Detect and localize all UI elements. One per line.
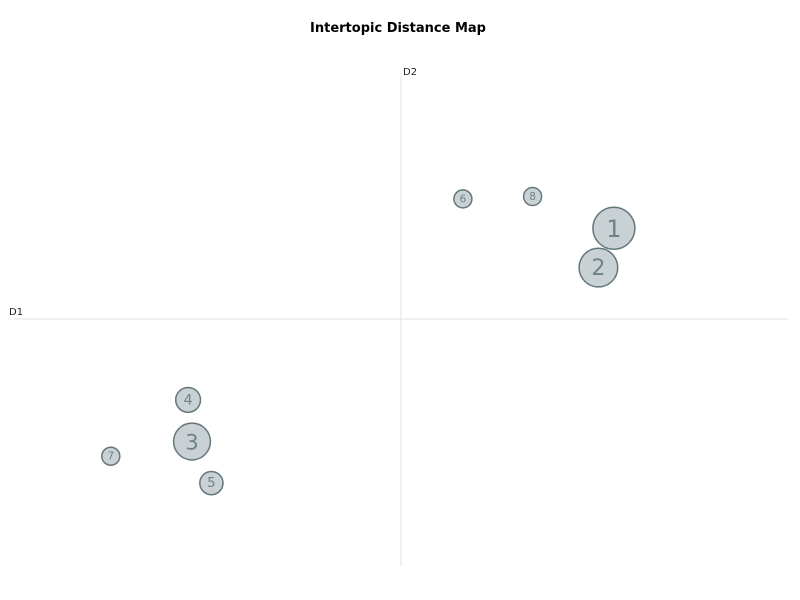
topic-circle-8[interactable] xyxy=(522,186,543,207)
topic-bubble-5[interactable]: 5 xyxy=(199,470,224,496)
topic-circle-4[interactable] xyxy=(174,386,202,414)
topic-bubble-4[interactable]: 4 xyxy=(174,386,202,414)
topic-circle-5[interactable] xyxy=(199,470,224,496)
topic-circle-3[interactable] xyxy=(172,422,212,461)
topic-label-7: 7 xyxy=(108,451,115,463)
topic-bubble-6[interactable]: 6 xyxy=(453,189,473,209)
topic-circle-2[interactable] xyxy=(578,247,619,288)
topic-label-1: 1 xyxy=(606,215,621,243)
d2-axis-label: D2 xyxy=(403,67,417,78)
topic-label-4: 4 xyxy=(184,392,193,408)
topic-circle-7[interactable] xyxy=(101,446,121,466)
topic-circle-6[interactable] xyxy=(453,189,473,209)
chart-title: Intertopic Distance Map xyxy=(310,21,486,36)
topic-label-6: 6 xyxy=(460,193,467,205)
topic-bubble-2[interactable]: 2 xyxy=(578,247,619,288)
topic-label-8: 8 xyxy=(529,191,536,203)
topic-bubble-1[interactable]: 1 xyxy=(592,206,636,251)
topic-bubble-8[interactable]: 8 xyxy=(522,186,543,207)
topic-label-5: 5 xyxy=(207,476,215,491)
d1-axis-label: D1 xyxy=(9,307,23,318)
topic-bubbles: 12 3 4 5 6 7 8 xyxy=(101,186,636,496)
topic-label-2: 2 xyxy=(591,255,605,281)
topic-circle-1[interactable] xyxy=(592,206,636,251)
topic-label-3: 3 xyxy=(185,430,198,455)
topic-bubble-7[interactable]: 7 xyxy=(101,446,121,466)
topic-bubble-3[interactable]: 3 xyxy=(172,422,212,461)
